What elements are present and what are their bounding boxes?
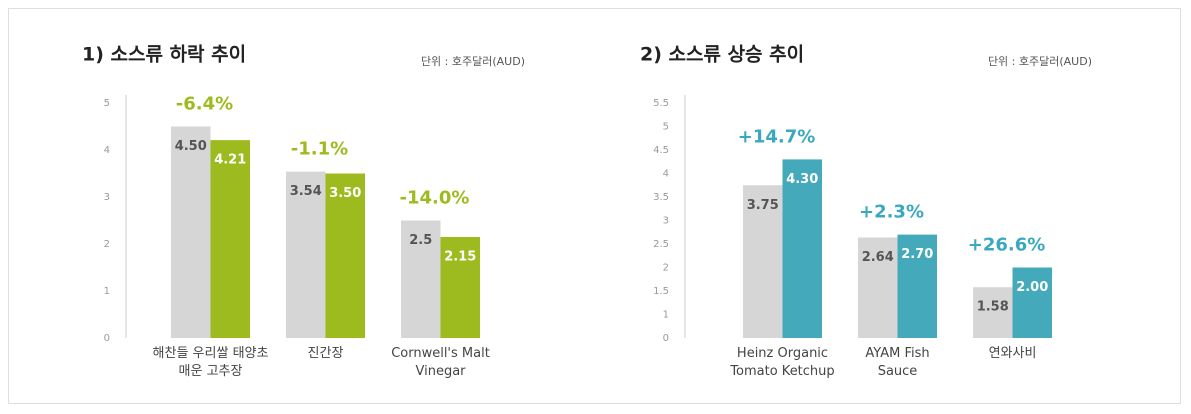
bar <box>1012 267 1052 338</box>
y-tick-label: 1.5 <box>653 286 669 297</box>
y-tick-label: 1 <box>104 286 110 297</box>
y-tick-label: 4 <box>104 145 110 156</box>
y-tick-label: 5 <box>663 122 669 133</box>
bar <box>171 126 211 338</box>
value-label: 3.54 <box>290 184 322 199</box>
value-label: 2.70 <box>901 247 933 262</box>
bar <box>401 220 441 338</box>
change-annotation: +26.6% <box>968 235 1046 256</box>
change-annotation: -6.4% <box>176 94 233 115</box>
bar <box>325 173 365 338</box>
value-label: 2.15 <box>444 249 476 264</box>
bar <box>973 287 1013 338</box>
change-annotation: +14.7% <box>738 126 816 147</box>
unit-label: 단위 : 호주달러(AUD) <box>421 55 525 68</box>
unit-label: 단위 : 호주달러(AUD) <box>988 55 1092 68</box>
y-tick-label: 4 <box>663 169 669 180</box>
y-tick-label: 3 <box>104 192 110 203</box>
bar <box>897 234 937 338</box>
chart-title: 1) 소스류 하락 추이 <box>82 44 246 66</box>
y-tick-label: 2.5 <box>653 239 669 250</box>
value-label: 1.58 <box>977 300 1009 315</box>
y-tick-label: 5 <box>104 98 110 109</box>
change-annotation: -14.0% <box>400 188 470 209</box>
y-tick-label: 0 <box>104 333 110 344</box>
value-label: 4.50 <box>175 139 207 154</box>
value-label: 4.21 <box>214 153 246 168</box>
value-label: 3.75 <box>747 198 779 213</box>
y-tick-label: 1 <box>663 310 669 321</box>
bar <box>210 140 250 338</box>
bar <box>743 185 783 338</box>
x-tick-label: 진간장 <box>307 346 344 361</box>
bar <box>440 236 480 338</box>
x-tick-label: Cornwell's Malt Vinegar <box>391 346 490 379</box>
change-annotation: +2.3% <box>859 202 924 223</box>
value-label: 4.30 <box>786 172 818 187</box>
y-tick-label: 4.5 <box>653 145 669 156</box>
chart-title: 2) 소스류 상승 추이 <box>640 44 804 66</box>
value-label: 3.50 <box>329 186 361 201</box>
y-tick-label: 3 <box>663 216 669 227</box>
y-tick-label: 0 <box>663 333 669 344</box>
y-tick-label: 2 <box>663 263 669 274</box>
y-tick-label: 5.5 <box>653 98 669 109</box>
value-label: 2.00 <box>1016 280 1048 295</box>
y-tick-label: 2 <box>104 239 110 250</box>
x-tick-label: 해찬들 우리쌀 태양초 매운 고추장 <box>152 346 269 379</box>
value-label: 2.5 <box>409 233 432 248</box>
x-tick-label: Heinz Organic Tomato Ketchup <box>730 346 835 379</box>
x-tick-label: 연와사비 <box>988 346 1037 361</box>
bar <box>858 237 898 338</box>
bar <box>286 171 326 338</box>
frame <box>8 8 1181 404</box>
bar <box>782 159 822 338</box>
value-label: 2.64 <box>862 250 894 265</box>
change-annotation: -1.1% <box>291 139 348 160</box>
x-tick-label: AYAM Fish Sauce <box>865 346 930 379</box>
y-tick-label: 3.5 <box>653 192 669 203</box>
